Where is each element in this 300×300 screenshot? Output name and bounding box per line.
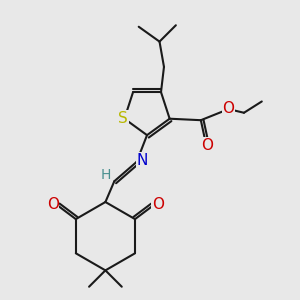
Text: O: O — [152, 197, 164, 212]
Text: O: O — [46, 197, 58, 212]
Text: H: H — [101, 168, 112, 182]
Text: N: N — [136, 153, 148, 168]
Text: O: O — [201, 138, 213, 153]
Text: O: O — [223, 101, 235, 116]
Text: S: S — [118, 111, 128, 126]
